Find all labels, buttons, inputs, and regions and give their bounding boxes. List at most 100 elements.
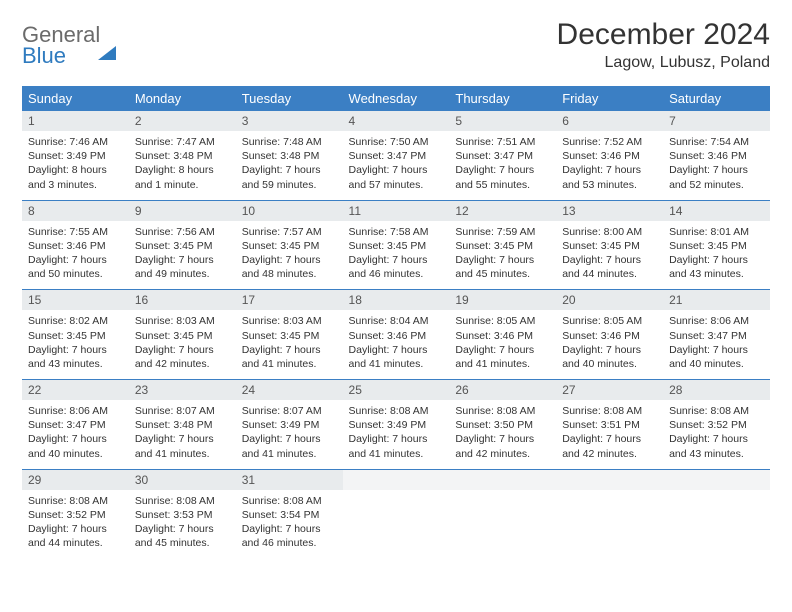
sunrise-line: Sunrise: 7:56 AM	[135, 225, 230, 239]
day-cell: 2Sunrise: 7:47 AMSunset: 3:48 PMDaylight…	[129, 111, 236, 200]
day-cell: 20Sunrise: 8:05 AMSunset: 3:46 PMDayligh…	[556, 290, 663, 380]
day-number: 21	[663, 290, 770, 310]
sunrise-line: Sunrise: 8:08 AM	[242, 494, 337, 508]
daylight-line: Daylight: 7 hours and 52 minutes.	[669, 163, 764, 191]
day-number: 5	[449, 111, 556, 131]
daylight-line: Daylight: 8 hours and 1 minute.	[135, 163, 230, 191]
brand-part2: Blue	[22, 43, 66, 68]
brand-logo: General Blue	[22, 18, 116, 70]
daylight-line: Daylight: 7 hours and 41 minutes.	[242, 343, 337, 371]
sunset-line: Sunset: 3:46 PM	[349, 329, 444, 343]
day-cell: 16Sunrise: 8:03 AMSunset: 3:45 PMDayligh…	[129, 290, 236, 380]
sunset-line: Sunset: 3:45 PM	[28, 329, 123, 343]
sunset-line: Sunset: 3:45 PM	[242, 329, 337, 343]
daylight-line: Daylight: 7 hours and 48 minutes.	[242, 253, 337, 281]
day-body: Sunrise: 8:06 AMSunset: 3:47 PMDaylight:…	[22, 400, 129, 469]
day-body: Sunrise: 7:56 AMSunset: 3:45 PMDaylight:…	[129, 221, 236, 290]
weekday-header: Monday	[129, 86, 236, 111]
sunrise-line: Sunrise: 8:06 AM	[28, 404, 123, 418]
day-cell: 26Sunrise: 8:08 AMSunset: 3:50 PMDayligh…	[449, 380, 556, 470]
sunrise-line: Sunrise: 7:58 AM	[349, 225, 444, 239]
day-number: 27	[556, 380, 663, 400]
sunrise-line: Sunrise: 8:08 AM	[669, 404, 764, 418]
day-number-empty	[449, 470, 556, 490]
sunset-line: Sunset: 3:46 PM	[562, 149, 657, 163]
day-number: 18	[343, 290, 450, 310]
day-body: Sunrise: 8:03 AMSunset: 3:45 PMDaylight:…	[129, 310, 236, 379]
sunset-line: Sunset: 3:54 PM	[242, 508, 337, 522]
day-cell: 29 Sunrise: 8:08 AMSunset: 3:52 PMDayligh…	[22, 469, 129, 558]
day-cell: 12Sunrise: 7:59 AMSunset: 3:45 PMDayligh…	[449, 200, 556, 290]
day-number: 7	[663, 111, 770, 131]
day-body: Sunrise: 8:08 AMSunset: 3:53 PMDaylight:…	[129, 490, 236, 559]
day-cell: 4Sunrise: 7:50 AMSunset: 3:47 PMDaylight…	[343, 111, 450, 200]
daylight-line: Daylight: 7 hours and 57 minutes.	[349, 163, 444, 191]
day-body: Sunrise: 7:55 AMSunset: 3:46 PMDaylight:…	[22, 221, 129, 290]
sunrise-line: Sunrise: 8:08 AM	[28, 494, 123, 508]
day-body: Sunrise: 7:51 AMSunset: 3:47 PMDaylight:…	[449, 131, 556, 200]
day-body-empty	[449, 490, 556, 552]
sunrise-line: Sunrise: 7:52 AM	[562, 135, 657, 149]
daylight-line: Daylight: 7 hours and 53 minutes.	[562, 163, 657, 191]
day-cell	[343, 469, 450, 558]
day-cell: 15Sunrise: 8:02 AMSunset: 3:45 PMDayligh…	[22, 290, 129, 380]
weekday-header-row: SundayMondayTuesdayWednesdayThursdayFrid…	[22, 86, 770, 111]
day-cell: 7Sunrise: 7:54 AMSunset: 3:46 PMDaylight…	[663, 111, 770, 200]
day-body-empty	[663, 490, 770, 552]
daylight-line: Daylight: 7 hours and 41 minutes.	[135, 432, 230, 460]
sunrise-line: Sunrise: 8:03 AM	[135, 314, 230, 328]
day-number: 29	[22, 470, 129, 490]
weekday-header: Friday	[556, 86, 663, 111]
day-body: Sunrise: 7:54 AMSunset: 3:46 PMDaylight:…	[663, 131, 770, 200]
day-cell: 23Sunrise: 8:07 AMSunset: 3:48 PMDayligh…	[129, 380, 236, 470]
daylight-line: Daylight: 7 hours and 40 minutes.	[562, 343, 657, 371]
day-body: Sunrise: 7:57 AMSunset: 3:45 PMDaylight:…	[236, 221, 343, 290]
day-cell: 3Sunrise: 7:48 AMSunset: 3:48 PMDaylight…	[236, 111, 343, 200]
sunrise-line: Sunrise: 7:59 AM	[455, 225, 550, 239]
sunrise-line: Sunrise: 7:57 AM	[242, 225, 337, 239]
weekday-header: Thursday	[449, 86, 556, 111]
day-number: 1	[22, 111, 129, 131]
day-number: 28	[663, 380, 770, 400]
sunrise-line: Sunrise: 8:01 AM	[669, 225, 764, 239]
sunset-line: Sunset: 3:47 PM	[28, 418, 123, 432]
daylight-line: Daylight: 7 hours and 42 minutes.	[562, 432, 657, 460]
day-cell: 30Sunrise: 8:08 AMSunset: 3:53 PMDayligh…	[129, 469, 236, 558]
sunset-line: Sunset: 3:52 PM	[28, 508, 123, 522]
sunset-line: Sunset: 3:49 PM	[242, 418, 337, 432]
daylight-line: Daylight: 7 hours and 41 minutes.	[242, 432, 337, 460]
day-cell: 31Sunrise: 8:08 AMSunset: 3:54 PMDayligh…	[236, 469, 343, 558]
day-cell	[663, 469, 770, 558]
week-row: 22Sunrise: 8:06 AMSunset: 3:47 PMDayligh…	[22, 380, 770, 470]
daylight-line: Daylight: 7 hours and 44 minutes.	[562, 253, 657, 281]
day-number: 3	[236, 111, 343, 131]
day-cell: 25Sunrise: 8:08 AMSunset: 3:49 PMDayligh…	[343, 380, 450, 470]
sunrise-line: Sunrise: 8:00 AM	[562, 225, 657, 239]
day-body: Sunrise: 8:08 AMSunset: 3:54 PMDaylight:…	[236, 490, 343, 559]
sunset-line: Sunset: 3:46 PM	[28, 239, 123, 253]
sunset-line: Sunset: 3:45 PM	[455, 239, 550, 253]
sunset-line: Sunset: 3:49 PM	[349, 418, 444, 432]
month-title: December 2024	[557, 18, 770, 52]
day-body: Sunrise: 8:08 AMSunset: 3:52 PMDaylight:…	[663, 400, 770, 469]
sunset-line: Sunset: 3:46 PM	[669, 149, 764, 163]
day-body-empty	[343, 490, 450, 552]
sunset-line: Sunset: 3:48 PM	[135, 149, 230, 163]
day-number: 25	[343, 380, 450, 400]
day-number-empty	[556, 470, 663, 490]
location-text: Lagow, Lubusz, Poland	[557, 54, 770, 72]
sunrise-line: Sunrise: 8:08 AM	[349, 404, 444, 418]
day-body: Sunrise: 7:58 AMSunset: 3:45 PMDaylight:…	[343, 221, 450, 290]
title-block: December 2024 Lagow, Lubusz, Poland	[557, 18, 770, 72]
day-cell: 1Sunrise: 7:46 AMSunset: 3:49 PMDaylight…	[22, 111, 129, 200]
day-number: 26	[449, 380, 556, 400]
daylight-line: Daylight: 7 hours and 44 minutes.	[28, 522, 123, 550]
day-cell: 11Sunrise: 7:58 AMSunset: 3:45 PMDayligh…	[343, 200, 450, 290]
sunrise-line: Sunrise: 8:04 AM	[349, 314, 444, 328]
sunset-line: Sunset: 3:45 PM	[135, 329, 230, 343]
week-row: 8Sunrise: 7:55 AMSunset: 3:46 PMDaylight…	[22, 200, 770, 290]
day-number: 12	[449, 201, 556, 221]
day-body: Sunrise: 8:01 AMSunset: 3:45 PMDaylight:…	[663, 221, 770, 290]
daylight-line: Daylight: 7 hours and 41 minutes.	[349, 343, 444, 371]
day-number: 10	[236, 201, 343, 221]
